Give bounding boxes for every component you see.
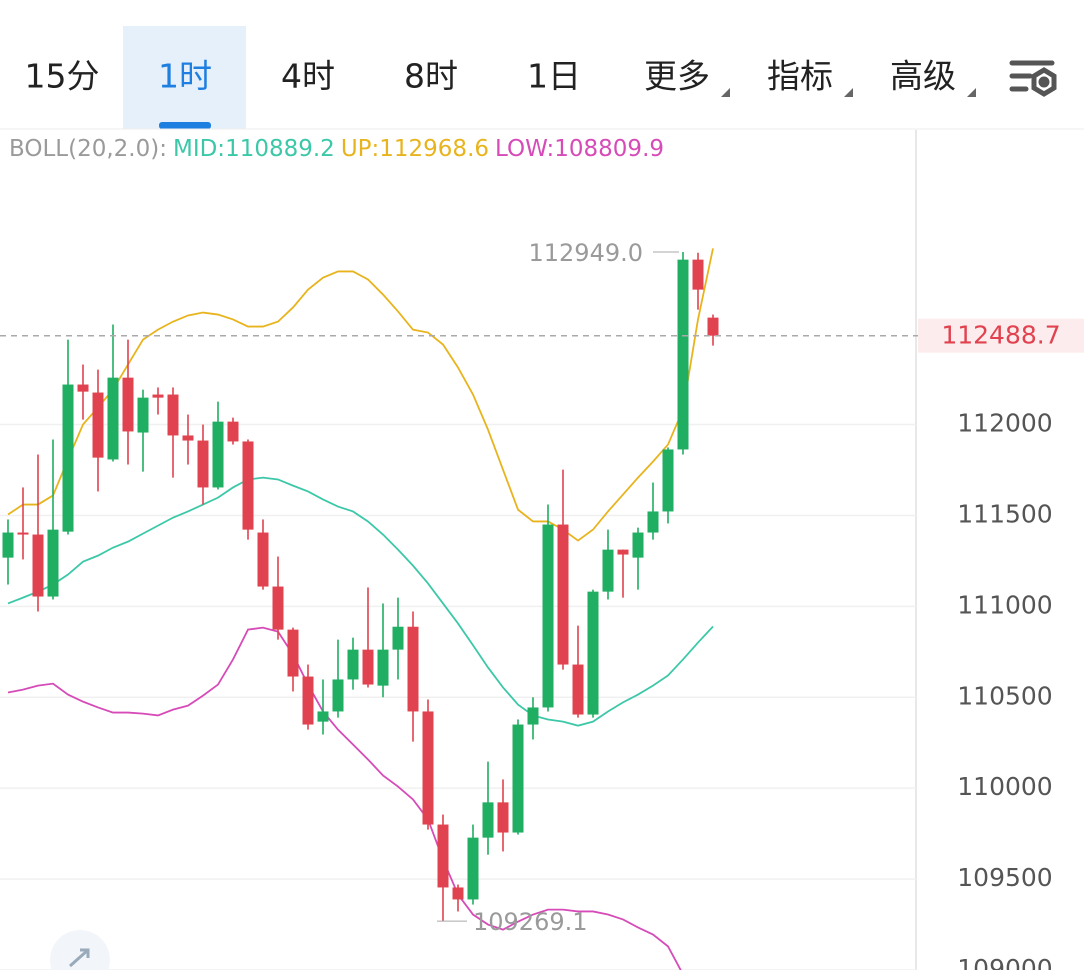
expand-arrow — [69, 948, 90, 968]
y-tick-label: 112000 — [957, 409, 1052, 438]
settings-icon[interactable] — [1009, 60, 1057, 97]
plot-area: 112949.0 109269.1 — [0, 239, 916, 970]
timeframe-tab[interactable]: 4时 — [281, 57, 335, 96]
indicator-label: BOLL(20,2.0): — [9, 136, 167, 162]
candle-body — [467, 837, 479, 900]
candle-body — [647, 511, 659, 533]
candle-body — [617, 549, 629, 555]
y-tick-label: 110000 — [957, 772, 1052, 801]
grid — [0, 423, 916, 970]
legend-name: LOW: — [495, 136, 554, 162]
candle-body — [272, 586, 284, 630]
candle-body — [317, 711, 329, 722]
candle-body — [302, 676, 314, 725]
timeframe-tab[interactable]: 更多 — [644, 57, 710, 96]
y-tick-label: 109000 — [957, 954, 1052, 970]
candle-body — [482, 802, 494, 838]
candle-body — [677, 259, 689, 450]
candle-body — [422, 711, 434, 825]
y-tick-label: 110500 — [957, 681, 1052, 710]
candle-body — [557, 524, 569, 665]
candle-body — [407, 626, 419, 712]
timeframe-tab[interactable]: 指标 — [767, 57, 833, 96]
legend-value: 112968.6 — [379, 136, 489, 162]
candle-body — [332, 679, 344, 712]
annotation-label: 112949.0 — [528, 239, 643, 267]
candle-body — [122, 377, 134, 432]
candle-body — [602, 549, 614, 592]
legend-value: 108809.9 — [554, 136, 664, 162]
dropdown-caret — [721, 88, 730, 97]
current-price-label: 112488.7 — [941, 321, 1060, 350]
timeframe-tab[interactable]: 高级 — [890, 57, 956, 96]
dropdown-caret — [844, 88, 853, 97]
candle-body — [362, 649, 374, 685]
candle-body — [182, 435, 194, 441]
candle-body — [17, 532, 29, 535]
selected-tab-underline — [159, 122, 211, 129]
timeframe-tab[interactable]: 1时 — [158, 57, 212, 96]
indicator-legend: BOLL(20,2.0): MID:110889.2 UP:112968.6 LOW:… — [9, 136, 664, 162]
candle-body — [47, 529, 59, 597]
candle-body — [587, 591, 599, 715]
candle-body — [197, 440, 209, 488]
toolbar: 15分 1时 4时 8时 1日 更多 指标 高级 — [25, 26, 956, 129]
candle-body — [77, 384, 89, 392]
candle-body — [287, 629, 299, 677]
timeframe-tab[interactable]: 15分 — [25, 57, 100, 96]
y-axis: 112000 111500 111000 110500 110000 109500 1090… — [957, 409, 1052, 970]
candle-body — [32, 534, 44, 597]
candle-body — [107, 377, 119, 460]
timeframe-tab[interactable]: 1日 — [527, 57, 581, 96]
timeframe-tab[interactable]: 8时 — [404, 57, 458, 96]
y-tick-label: 111500 — [957, 499, 1052, 528]
candle-body — [242, 441, 254, 530]
candle-body — [167, 394, 179, 436]
candle-body — [452, 887, 464, 900]
candle-body — [347, 649, 359, 680]
candle-body — [542, 524, 554, 708]
candle-body — [707, 317, 719, 336]
candle-body — [62, 384, 74, 532]
legend-name: MID: — [173, 136, 225, 162]
candle-body — [632, 532, 644, 558]
candle-body — [212, 421, 224, 488]
candle-body — [662, 449, 674, 512]
candle-body — [92, 392, 104, 458]
y-tick-label: 111000 — [957, 590, 1052, 619]
selected-tab-bg — [123, 26, 246, 129]
candle-body — [137, 397, 149, 433]
candle-body — [497, 802, 509, 833]
y-tick-label: 109500 — [957, 863, 1052, 892]
boll-line — [7, 626, 682, 970]
current-price-box — [918, 318, 1084, 353]
candle-body — [392, 626, 404, 650]
dropdown-caret — [967, 88, 976, 97]
candle-body — [152, 394, 164, 398]
candle-body — [377, 649, 389, 686]
legend-name: UP: — [341, 136, 379, 162]
annotation-label: 109269.1 — [473, 908, 588, 936]
candle-body — [572, 664, 584, 715]
candle-body — [257, 532, 269, 587]
candle-body — [2, 532, 14, 558]
candle-body — [692, 259, 704, 290]
legend-value: 110889.2 — [225, 136, 335, 162]
candle-body — [527, 707, 539, 725]
boll-line — [7, 476, 714, 727]
boll-line — [7, 248, 714, 542]
candle-body — [437, 824, 449, 888]
candle-body — [512, 724, 524, 833]
candle-body — [227, 421, 239, 442]
